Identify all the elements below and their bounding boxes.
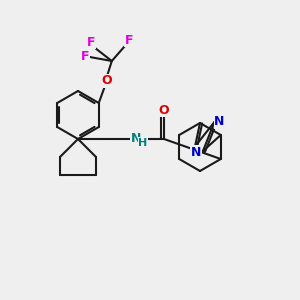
Text: N: N <box>191 146 201 159</box>
Text: F: F <box>124 34 133 46</box>
Text: N: N <box>131 133 141 146</box>
Text: F: F <box>86 35 95 49</box>
Text: H: H <box>138 138 148 148</box>
Text: F: F <box>80 50 89 64</box>
Text: N: N <box>214 115 225 128</box>
Text: O: O <box>101 74 112 88</box>
Text: O: O <box>159 103 169 116</box>
